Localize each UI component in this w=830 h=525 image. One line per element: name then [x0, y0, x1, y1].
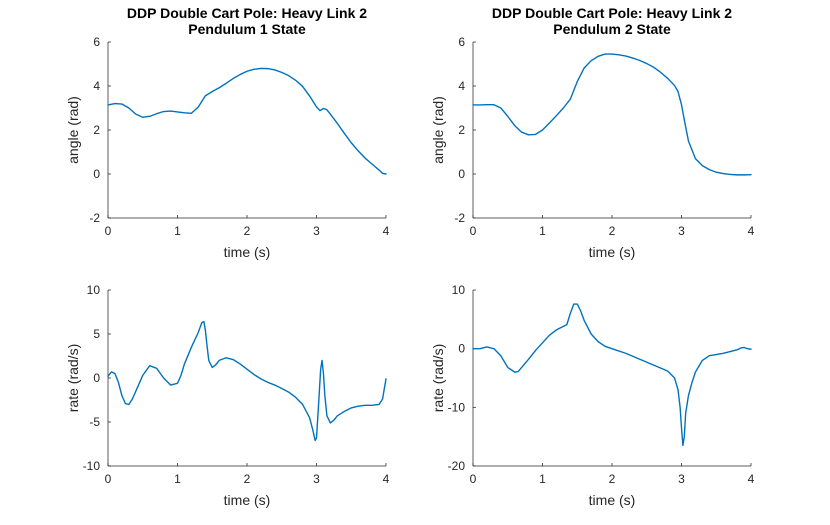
x-tick-label: 1 — [539, 472, 546, 486]
y-tick-label: 10 — [87, 283, 101, 297]
chart-title: DDP Double Cart Pole: Heavy Link 2 — [492, 5, 732, 21]
series-line-pendulum-1-angle — [107, 67, 387, 175]
x-tick-label: 0 — [470, 472, 477, 486]
y-tick-label: 0 — [93, 371, 100, 385]
y-tick-label: -2 — [89, 211, 100, 225]
x-axis-label: time (s) — [589, 492, 636, 508]
y-tick-label: 2 — [93, 123, 100, 137]
x-tick-label: 4 — [748, 224, 755, 238]
y-tick-label: -10 — [448, 400, 466, 414]
y-tick-label: 4 — [93, 79, 100, 93]
y-tick-label: 0 — [458, 342, 465, 356]
x-tick-label: 1 — [539, 224, 546, 238]
plot-pendulum-1-angle: 0 1 2 3 4 -2 0 2 4 6 time (s) angle (rad) DDP Double… — [65, 5, 390, 260]
x-tick-label: 1 — [174, 224, 181, 238]
y-axis-label: rate (rad/s) — [65, 344, 81, 412]
x-tick-label: 0 — [470, 224, 477, 238]
x-tick-label: 4 — [383, 472, 390, 486]
y-tick-label: 10 — [452, 283, 466, 297]
y-axis-label: angle (rad) — [65, 96, 81, 164]
y-tick-label: 6 — [93, 35, 100, 49]
x-tick-label: 4 — [748, 472, 755, 486]
y-axis-label: angle (rad) — [430, 96, 446, 164]
plot-pendulum-2-rate: 0 1 2 3 4 -20 -10 0 10 time (s) rate (rad/s) — [430, 283, 755, 508]
plot-pendulum-2-angle: 0 1 2 3 4 -2 0 2 4 6 time (s) angle (rad) DDP Double… — [430, 5, 755, 260]
x-tick-label: 1 — [174, 472, 181, 486]
plot-pendulum-1-rate: 0 1 2 3 4 -10 -5 0 5 10 time (s) rate (rad/s) — [65, 283, 390, 508]
y-tick-label: 5 — [93, 327, 100, 341]
x-axis-label: time (s) — [224, 244, 271, 260]
x-tick-label: 0 — [105, 472, 112, 486]
y-tick-label: -10 — [83, 459, 101, 473]
series-line-pendulum-2-angle — [472, 53, 752, 176]
x-tick-label: 2 — [609, 472, 616, 486]
y-tick-label: -5 — [89, 415, 100, 429]
series-line-pendulum-1-rate — [107, 320, 387, 442]
y-tick-label: 4 — [458, 79, 465, 93]
y-tick-label: 2 — [458, 123, 465, 137]
x-tick-label: 3 — [313, 472, 320, 486]
x-tick-label: 3 — [678, 472, 685, 486]
x-tick-label: 2 — [244, 224, 251, 238]
x-tick-label: 4 — [383, 224, 390, 238]
x-axis-label: time (s) — [224, 492, 271, 508]
series-line-pendulum-2-rate — [472, 303, 752, 447]
x-tick-label: 2 — [244, 472, 251, 486]
y-tick-label: 6 — [458, 35, 465, 49]
x-tick-label: 3 — [313, 224, 320, 238]
y-tick-label: -20 — [448, 459, 466, 473]
chart-subtitle: Pendulum 2 State — [553, 21, 671, 37]
y-axis-label: rate (rad/s) — [430, 344, 446, 412]
x-tick-label: 2 — [609, 224, 616, 238]
x-tick-label: 3 — [678, 224, 685, 238]
chart-subtitle: Pendulum 1 State — [188, 21, 306, 37]
x-tick-label: 0 — [105, 224, 112, 238]
y-tick-label: 0 — [458, 167, 465, 181]
y-tick-label: 0 — [93, 167, 100, 181]
chart-title: DDP Double Cart Pole: Heavy Link 2 — [127, 5, 367, 21]
y-tick-label: -2 — [454, 211, 465, 225]
x-axis-label: time (s) — [589, 244, 636, 260]
